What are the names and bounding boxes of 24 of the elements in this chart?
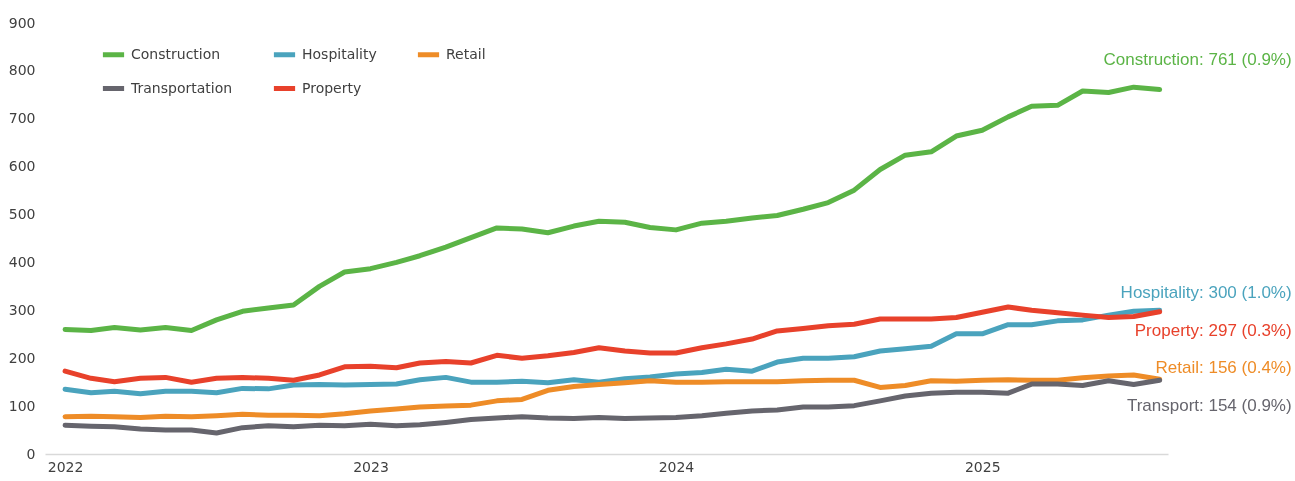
y-tick-label: 900 xyxy=(8,14,36,31)
y-tick-label: 500 xyxy=(8,206,36,223)
y-tick-label: 300 xyxy=(8,301,36,318)
y-tick-label: 600 xyxy=(8,158,36,175)
x-tick-label: 2022 xyxy=(47,458,84,475)
x-tick-label: 2024 xyxy=(658,458,695,475)
annotation: Construction: 761 (0.9%) xyxy=(1103,49,1292,69)
y-tick-label: 400 xyxy=(8,253,36,270)
annotation: Retail: 156 (0.4%) xyxy=(1155,358,1292,378)
legend-label: Hospitality xyxy=(302,45,377,62)
legend-label: Construction xyxy=(131,45,221,62)
annotation: Property: 297 (0.3%) xyxy=(1134,320,1292,340)
y-tick-label: 100 xyxy=(8,397,36,414)
legend-label: Transportation xyxy=(130,79,233,96)
x-tick-label: 2025 xyxy=(964,458,1001,475)
annotation: Hospitality: 300 (1.0%) xyxy=(1120,283,1292,303)
y-tick-label: 0 xyxy=(26,445,36,462)
y-tick-label: 800 xyxy=(8,62,36,79)
legend-label: Retail xyxy=(446,45,486,62)
y-tick-label: 200 xyxy=(8,349,36,366)
legend-label: Property xyxy=(302,79,362,96)
x-tick-label: 2023 xyxy=(353,458,389,475)
y-tick-label: 700 xyxy=(8,110,36,127)
annotation: Transport: 154 (0.9%) xyxy=(1126,395,1292,415)
